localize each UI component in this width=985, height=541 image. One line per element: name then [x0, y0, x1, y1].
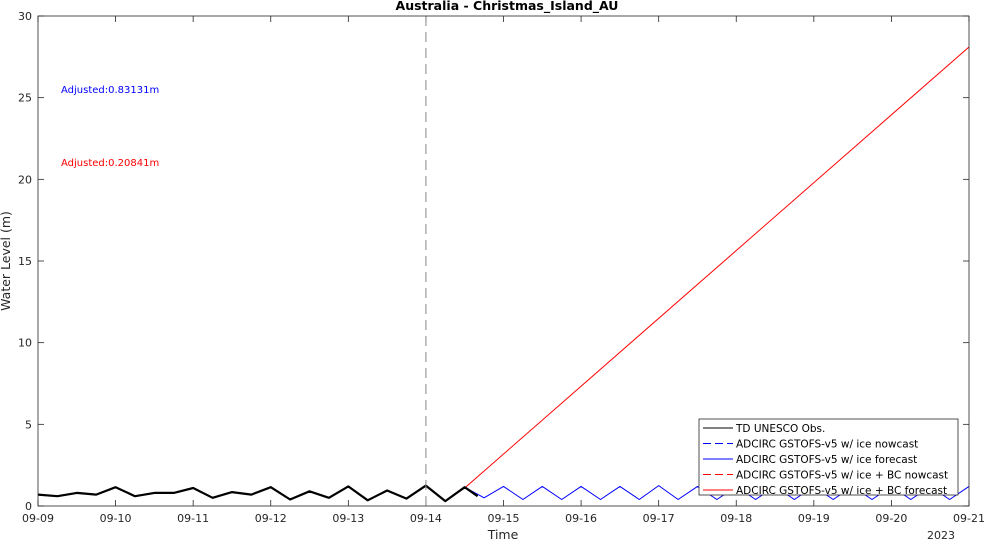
x-tick-label: 09-14	[410, 512, 442, 525]
legend-box	[698, 418, 959, 496]
annotation-ice-adjusted: Adjusted:0.83131m	[61, 85, 159, 96]
x-tick-label: 09-17	[643, 512, 675, 525]
y-tick-label: 5	[25, 418, 32, 431]
x-tick-label: 09-15	[488, 512, 520, 525]
y-tick-label: 25	[18, 92, 32, 105]
y-tick-label: 30	[18, 10, 32, 23]
annotation-ice-bc-adjusted: Adjusted:0.20841m	[61, 158, 159, 169]
x-tick-label: 09-21	[953, 512, 985, 525]
x-tick-label: 09-13	[332, 512, 364, 525]
legend-label: ADCIRC GSTOFS-v5 w/ ice + BC forecast	[736, 485, 947, 497]
chart-title: Australia - Christmas_Island_AU	[396, 0, 619, 14]
legend-label: ADCIRC GSTOFS-v5 w/ ice + BC nowcast	[736, 470, 948, 482]
x-axis-label: Time	[487, 527, 519, 541]
x-tick-label: 09-09	[22, 512, 54, 525]
legend: TD UNESCO Obs. ADCIRC GSTOFS-v5 w/ ice no…	[698, 418, 959, 497]
x-tick-label: 09-20	[875, 512, 907, 525]
legend-label: ADCIRC GSTOFS-v5 w/ ice nowcast	[736, 439, 918, 451]
y-tick-label: 15	[18, 255, 32, 268]
y-tick-label: 20	[18, 173, 32, 186]
year-label: 2023	[927, 529, 955, 541]
x-tick-label: 09-11	[177, 512, 209, 525]
series-line	[37, 484, 479, 503]
x-tick-label: 09-18	[720, 512, 752, 525]
x-tick-labels: 09-09 09-10 09-11 09-12 09-13 09-14 09-15 09-16…	[22, 512, 985, 525]
y-tick-labels: 0 5 10 15 20 25 30	[18, 10, 32, 513]
y-axis-label: Water Level (m)	[0, 211, 13, 311]
plot-border	[37, 15, 970, 507]
x-tick-label: 09-19	[798, 512, 830, 525]
series-layer	[37, 46, 970, 503]
legend-label: TD UNESCO Obs.	[735, 423, 825, 435]
y-tick-label: 10	[18, 337, 32, 350]
x-tick-label: 09-16	[565, 512, 597, 525]
y-tick-label: 0	[25, 500, 32, 513]
legend-label: ADCIRC GSTOFS-v5 w/ ice forecast	[736, 454, 917, 466]
x-tick-label: 09-10	[100, 512, 132, 525]
x-tick-label: 09-12	[255, 512, 287, 525]
